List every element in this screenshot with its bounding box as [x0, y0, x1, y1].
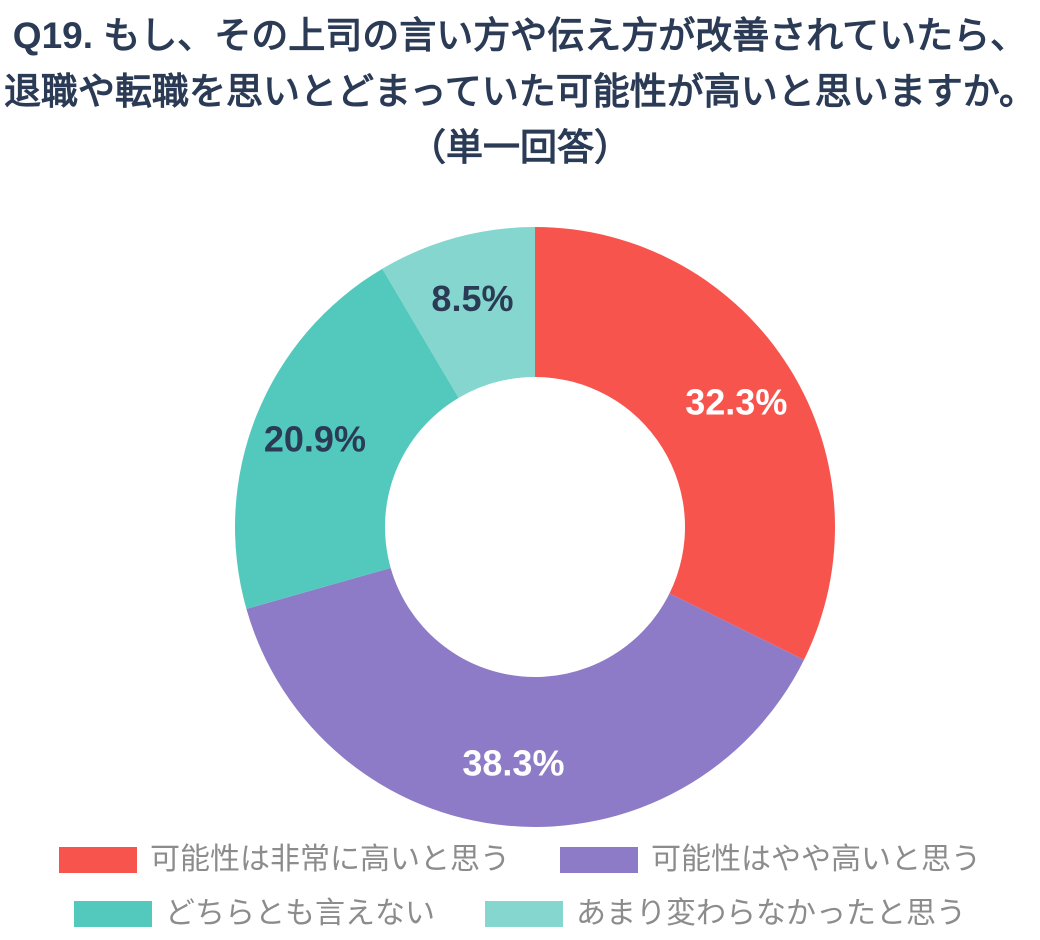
- chart-legend: 可能性は非常に高いと思う 可能性はやや高いと思う どちらとも言えない あまり変わ…: [0, 844, 1040, 930]
- donut-segment-2: [234, 268, 459, 609]
- chart-title-line-2: 退職や転職を思いとどまっていた可能性が高いと思いますか。: [4, 71, 1036, 112]
- legend-label: 可能性は非常に高いと思う: [150, 843, 510, 876]
- chart-title: Q19. もし、その上司の言い方や伝え方が改善されていたら、 退職や転職を思いと…: [0, 8, 1040, 176]
- legend-row-1: 可能性は非常に高いと思う 可能性はやや高いと思う: [59, 844, 981, 876]
- donut-segment-value-3: 8.5%: [431, 278, 513, 319]
- donut-segment-1: [246, 567, 804, 827]
- donut-segment-0: [535, 227, 835, 660]
- donut-chart-container: 32.3% 38.3% 20.9% 8.5%: [205, 197, 865, 857]
- chart-title-line-1: Q19. もし、その上司の言い方や伝え方が改善されていたら、: [12, 15, 1028, 56]
- legend-item-neutral: どちらとも言えない: [74, 898, 435, 930]
- donut-chart: 32.3% 38.3% 20.9% 8.5%: [234, 227, 835, 827]
- donut-segment-value-2: 20.9%: [264, 419, 366, 460]
- donut-segment-value-0: 32.3%: [685, 381, 787, 422]
- donut-segment-value-1: 38.3%: [462, 743, 564, 784]
- legend-label: どちらとも言えない: [165, 897, 435, 930]
- legend-item-no-change: あまり変わらなかったと思う: [485, 898, 966, 930]
- legend-row-2: どちらとも言えない あまり変わらなかったと思う: [74, 898, 966, 930]
- legend-swatch-red: [59, 847, 137, 873]
- legend-swatch-purple: [560, 847, 638, 873]
- legend-swatch-teal: [74, 901, 152, 927]
- legend-swatch-light-teal: [485, 901, 563, 927]
- donut-segment-3: [382, 227, 535, 398]
- legend-item-very-likely: 可能性は非常に高いと思う: [59, 844, 510, 876]
- legend-label: あまり変わらなかったと思う: [576, 897, 966, 930]
- legend-label: 可能性はやや高いと思う: [651, 843, 981, 876]
- chart-title-line-3: （単一回答）: [409, 127, 631, 168]
- legend-item-somewhat-likely: 可能性はやや高いと思う: [560, 844, 981, 876]
